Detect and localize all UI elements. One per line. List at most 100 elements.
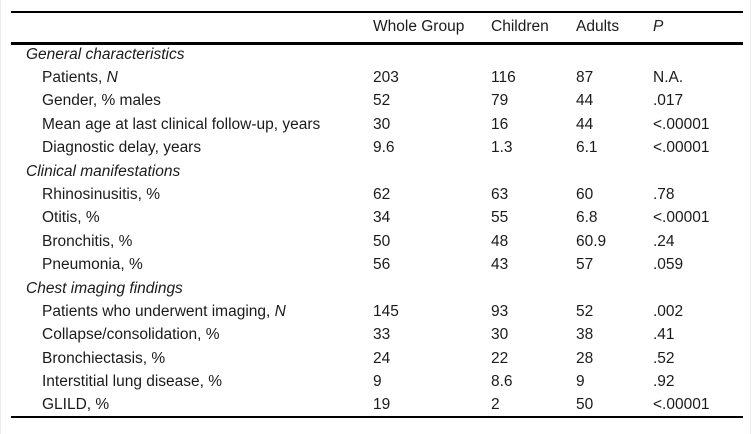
cell-p (653, 43, 743, 66)
table-row: Interstitial lung disease, % 9 8.6 9 .92 (11, 370, 743, 393)
cell-p: .24 (653, 232, 675, 250)
cell-whole_group (373, 43, 491, 66)
section-row: General characteristics (11, 43, 743, 66)
cell-children: 1.3 (491, 139, 513, 157)
cell-p: .017 (653, 92, 684, 110)
section-label: Clinical manifestations (26, 162, 181, 180)
table-row: Pneumonia, % 56 43 57 .059 (11, 254, 743, 277)
cell-children (491, 160, 576, 183)
cell-children (491, 277, 576, 300)
cell-p: <.00001 (653, 139, 710, 157)
cell-adults: 87 (576, 69, 594, 87)
table-row: Bronchitis, % 50 48 60.9 .24 (11, 230, 743, 253)
row-label: Bronchitis, % (42, 232, 133, 250)
cell-adults (576, 160, 653, 183)
row-label: Patients who underwent imaging, N (42, 302, 286, 320)
cell-children: 2 (491, 396, 500, 414)
row-label: GLILD, % (42, 396, 110, 414)
cell-adults: 60.9 (576, 232, 607, 250)
cell-adults: 28 (576, 349, 594, 367)
cell-whole_group: 24 (373, 349, 391, 367)
cell-children: 63 (491, 186, 509, 204)
table-row: Bronchiectasis, % 24 22 28 .52 (11, 347, 743, 370)
row-label: Otitis, % (42, 209, 100, 227)
row-label: Gender, % males (42, 92, 161, 110)
cell-p: <.00001 (653, 115, 710, 133)
table-row: Gender, % males 52 79 44 .017 (11, 90, 743, 113)
cell-whole_group: 50 (373, 232, 391, 250)
cell-children: 16 (491, 115, 509, 133)
header-row: Whole Group Children Adults P (11, 12, 743, 43)
cell-children: 30 (491, 326, 509, 344)
cell-children: 8.6 (491, 373, 513, 391)
row-label: Collapse/consolidation, % (42, 326, 220, 344)
table-body: General characteristics Patients, N 203 116… (11, 43, 743, 417)
cell-whole_group: 19 (373, 396, 391, 414)
cell-children: 93 (491, 302, 509, 320)
cell-adults: 60 (576, 186, 594, 204)
section-row: Chest imaging findings (11, 277, 743, 300)
cell-whole_group: 34 (373, 209, 391, 227)
cell-p (653, 160, 743, 183)
cell-adults: 44 (576, 92, 594, 110)
cell-whole_group: 62 (373, 186, 391, 204)
cell-p: .41 (653, 326, 675, 344)
cell-p: .002 (653, 302, 684, 320)
cell-children: 22 (491, 349, 509, 367)
cell-children: 43 (491, 256, 509, 274)
header-children: Children (491, 18, 549, 36)
cell-adults (576, 277, 653, 300)
cell-p: N.A. (653, 69, 684, 87)
cell-adults (576, 43, 653, 66)
cell-adults: 50 (576, 396, 594, 414)
cell-whole_group (373, 160, 491, 183)
cell-p: .059 (653, 256, 684, 274)
cell-adults: 9 (576, 373, 585, 391)
cell-whole_group: 9.6 (373, 139, 395, 157)
table-row: Patients, N 203 116 87 N.A. (11, 66, 743, 89)
row-label: Mean age at last clinical follow-up, yea… (42, 115, 321, 133)
cell-children: 55 (491, 209, 509, 227)
cell-children: 116 (491, 69, 516, 87)
cell-whole_group: 9 (373, 373, 382, 391)
header-label-spacer (11, 12, 373, 43)
table-row: GLILD, % 19 2 50 <.00001 (11, 394, 743, 417)
cell-p: .52 (653, 349, 675, 367)
table-header: Whole Group Children Adults P (11, 12, 743, 43)
row-label: Pneumonia, % (42, 256, 143, 274)
cell-whole_group: 203 (373, 69, 399, 87)
cell-adults: 44 (576, 115, 594, 133)
header-whole-group: Whole Group (373, 18, 465, 36)
header-adults: Adults (576, 18, 620, 36)
cell-p: .78 (653, 186, 675, 204)
clinical-characteristics-table: Whole Group Children Adults P General ch… (11, 11, 743, 419)
table-row: Rhinosinusitis, % 62 63 60 .78 (11, 183, 743, 206)
cell-adults: 38 (576, 326, 594, 344)
cell-adults: 6.8 (576, 209, 598, 227)
cell-whole_group (373, 277, 491, 300)
cell-children (491, 43, 576, 66)
table-row: Patients who underwent imaging, N 145 93 52… (11, 300, 743, 323)
cell-whole_group: 30 (373, 115, 391, 133)
cell-children: 79 (491, 92, 509, 110)
section-row: Clinical manifestations (11, 160, 743, 183)
row-label: Interstitial lung disease, % (42, 373, 223, 391)
table-row: Otitis, % 34 55 6.8 <.00001 (11, 207, 743, 230)
cell-whole_group: 56 (373, 256, 391, 274)
cell-children: 48 (491, 232, 509, 250)
cell-whole_group: 52 (373, 92, 391, 110)
cell-adults: 6.1 (576, 139, 598, 157)
table-row: Diagnostic delay, years 9.6 1.3 6.1 <.00001 (11, 137, 743, 160)
cell-adults: 57 (576, 256, 594, 274)
section-label: General characteristics (26, 46, 185, 64)
row-label: Patients, N (42, 69, 118, 87)
cell-p: <.00001 (653, 396, 710, 414)
cell-whole_group: 145 (373, 302, 399, 320)
cell-p: <.00001 (653, 209, 710, 227)
header-p-value: P (653, 18, 664, 36)
row-label: Bronchiectasis, % (42, 349, 166, 367)
cell-whole_group: 33 (373, 326, 391, 344)
cell-p: .92 (653, 373, 675, 391)
row-label: Rhinosinusitis, % (42, 186, 161, 204)
